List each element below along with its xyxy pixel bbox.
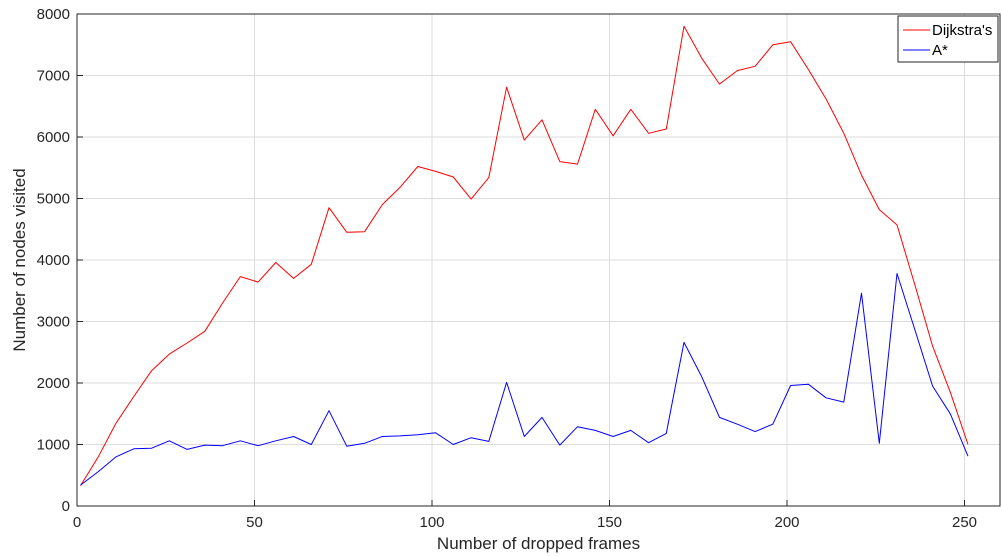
y-tick-label: 5000 xyxy=(37,191,70,208)
y-tick-label: 1000 xyxy=(37,437,70,454)
legend-box xyxy=(897,15,999,63)
x-tick-label: 0 xyxy=(73,514,81,531)
series-line-2 xyxy=(80,273,969,486)
y-axis-title: Number of nodes visited xyxy=(10,168,29,351)
x-tick-label: 250 xyxy=(952,514,977,531)
x-tick-label: 50 xyxy=(246,514,263,531)
y-axis-ticks: 0 1000 2000 3000 4000 5000 6000 7000 8000 xyxy=(37,6,83,515)
y-tick-label: 6000 xyxy=(37,129,70,146)
legend-label-1: Dijkstra's xyxy=(932,22,992,39)
legend: Dijkstra's A* xyxy=(897,15,999,63)
legend-label-2: A* xyxy=(932,42,948,59)
y-tick-label: 2000 xyxy=(37,375,70,392)
y-tick-label: 4000 xyxy=(37,252,70,269)
x-tick-label: 150 xyxy=(597,514,622,531)
y-tick-label: 8000 xyxy=(37,6,70,23)
x-tick-label: 100 xyxy=(419,514,444,531)
series-layer xyxy=(80,25,969,486)
y-tick-label: 7000 xyxy=(37,68,70,85)
series-line-1 xyxy=(80,25,969,486)
x-axis-ticks: 0 50 100 150 200 250 xyxy=(73,500,977,531)
y-tick-label: 3000 xyxy=(37,314,70,331)
y-tick-label: 0 xyxy=(62,498,70,515)
x-tick-label: 200 xyxy=(774,514,799,531)
x-axis-title: Number of dropped frames xyxy=(437,534,640,553)
